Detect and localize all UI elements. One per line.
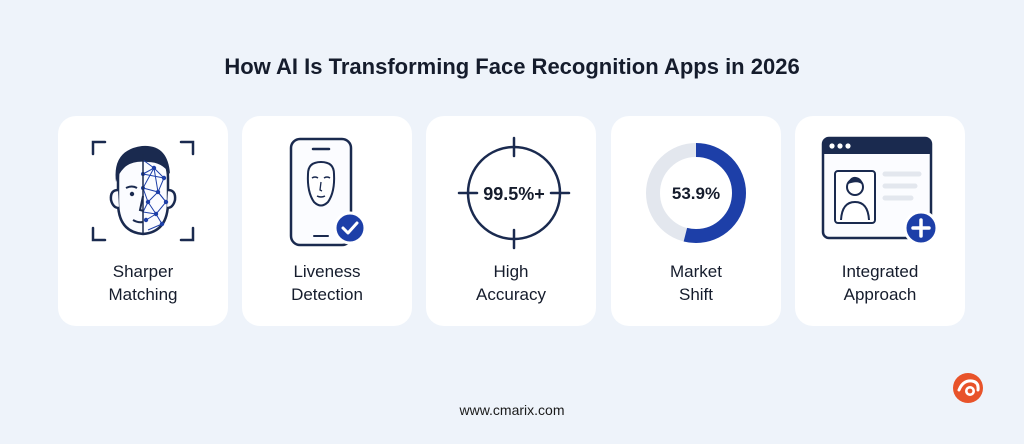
footer-url[interactable]: www.cmarix.com [459,402,565,418]
card-label: Integrated Approach [841,262,919,304]
card-market-shift: 53.9% Market Shift [611,116,781,326]
card-label: Liveness Detection [291,262,363,304]
market-shift-value: 53.9% [672,184,720,203]
page-title: How AI Is Transforming Face Recognition … [224,54,800,79]
card-integrated-approach: Integrated Approach [795,116,965,326]
phone-face-check-icon [289,137,367,247]
card-label: High Accuracy [476,262,546,304]
brand-logo-icon [953,373,983,403]
face-scan-icon [91,140,195,242]
browser-profile-add-icon [821,136,939,246]
crosshair-icon: 99.5%+ [457,136,571,250]
gauge-fill [646,143,746,243]
card-sharper-matching: Sharper Matching [58,116,228,326]
donut-gauge-icon: 53.9% [646,143,746,243]
card-liveness-detection: Liveness Detection [242,116,412,326]
accuracy-value: 99.5%+ [483,184,545,204]
card-label: Sharper Matching [108,262,178,304]
card-high-accuracy: 99.5%+ High Accuracy [426,116,596,326]
card-label: Market Shift [670,262,722,304]
